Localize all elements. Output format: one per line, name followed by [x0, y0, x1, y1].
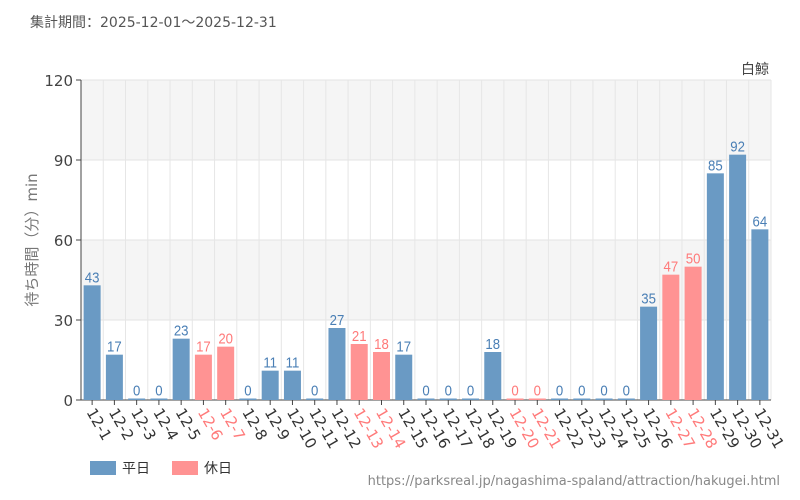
- bar: [706, 173, 724, 400]
- bar: [328, 328, 346, 400]
- data-label: 92: [730, 138, 745, 155]
- bar: [417, 398, 435, 400]
- data-label: 50: [686, 250, 701, 267]
- legend: 平日 休日: [90, 458, 232, 478]
- data-label: 20: [218, 330, 233, 347]
- bar: [573, 398, 591, 400]
- data-label: 0: [623, 382, 630, 399]
- data-label: 11: [286, 354, 300, 371]
- data-label: 0: [244, 382, 251, 399]
- bar: [395, 354, 413, 400]
- bar: [261, 370, 279, 400]
- data-label: 47: [664, 258, 679, 275]
- bar: [551, 398, 569, 400]
- y-tick-label: 0: [63, 392, 73, 410]
- data-label: 0: [422, 382, 429, 399]
- data-label: 0: [155, 382, 162, 399]
- data-label: 18: [485, 335, 500, 352]
- bar: [194, 354, 212, 400]
- data-label: 0: [445, 382, 452, 399]
- bar: [617, 398, 635, 400]
- chart-title: 白鯨: [741, 62, 769, 78]
- bar: [662, 274, 680, 400]
- bar: [751, 229, 769, 400]
- bar: [484, 352, 502, 400]
- data-label: 11: [263, 354, 277, 371]
- bar: [217, 346, 235, 400]
- bar: [595, 398, 613, 400]
- data-label: 21: [352, 327, 367, 344]
- bar: [528, 398, 546, 400]
- bar: [372, 352, 390, 400]
- legend-weekday[interactable]: 平日: [90, 458, 150, 478]
- bar: [350, 344, 368, 400]
- source-url: https://parksreal.jp/nagashima-spaland/a…: [367, 474, 780, 489]
- period-title: 集計期間：2025-12-01～2025-12-31: [30, 15, 277, 31]
- bar: [640, 306, 658, 400]
- data-label: 0: [511, 382, 518, 399]
- data-label: 0: [311, 382, 318, 399]
- data-label: 0: [600, 382, 607, 399]
- bar: [729, 154, 747, 400]
- data-label: 23: [174, 322, 189, 339]
- bar: [439, 398, 457, 400]
- bar: [83, 285, 101, 400]
- y-tick-label: 60: [54, 232, 73, 250]
- bar: [684, 266, 702, 400]
- data-label: 43: [85, 269, 100, 286]
- grid-band: [81, 80, 771, 160]
- bar: [239, 398, 257, 400]
- legend-weekday-label: 平日: [122, 461, 150, 477]
- data-label: 27: [330, 311, 345, 328]
- y-tick-label: 90: [54, 152, 73, 170]
- legend-holiday-swatch: [172, 461, 198, 475]
- data-label: 0: [467, 382, 474, 399]
- bar: [172, 338, 190, 400]
- data-label: 17: [196, 338, 211, 355]
- bar: [128, 398, 146, 400]
- data-label: 17: [396, 338, 411, 355]
- data-label: 0: [534, 382, 541, 399]
- grid-band: [81, 160, 771, 240]
- y-axis-label: 待ち時間（分）min: [23, 173, 41, 306]
- bar: [506, 398, 524, 400]
- data-label: 64: [753, 213, 768, 230]
- data-label: 18: [374, 335, 389, 352]
- data-label: 0: [556, 382, 563, 399]
- y-tick-label: 120: [44, 72, 73, 90]
- data-label: 0: [133, 382, 140, 399]
- bar: [283, 370, 301, 400]
- data-label: 0: [578, 382, 585, 399]
- legend-holiday-label: 休日: [204, 461, 232, 477]
- legend-weekday-swatch: [90, 461, 116, 475]
- bar: [462, 398, 480, 400]
- bar: [306, 398, 324, 400]
- bar: [105, 354, 123, 400]
- data-label: 85: [708, 157, 723, 174]
- data-label: 17: [107, 338, 122, 355]
- bar: [150, 398, 168, 400]
- data-label: 35: [641, 290, 656, 307]
- legend-holiday[interactable]: 休日: [172, 458, 232, 478]
- y-tick-label: 30: [54, 312, 73, 330]
